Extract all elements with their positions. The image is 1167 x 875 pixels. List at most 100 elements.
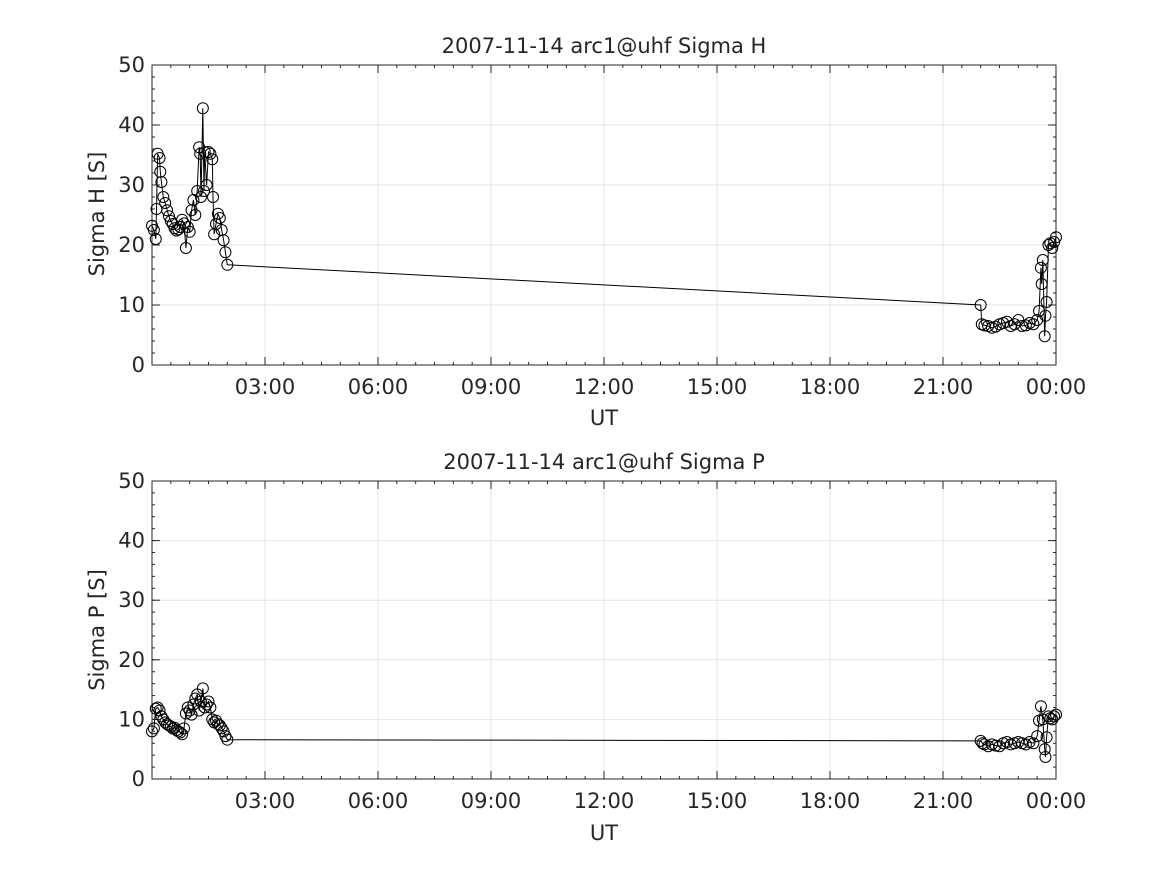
grid	[152, 480, 1057, 780]
data-point	[181, 701, 194, 714]
data-point	[207, 191, 220, 203]
data-point	[213, 719, 226, 732]
data-point	[176, 728, 189, 741]
data-point	[1036, 254, 1049, 266]
y-tick-label: 50	[118, 469, 145, 493]
data-point	[1046, 242, 1059, 254]
y-axis-label: Sigma P [S]	[85, 569, 109, 691]
data-point	[1027, 737, 1040, 750]
data-point	[197, 185, 210, 197]
data-point	[217, 234, 230, 247]
data-point	[221, 733, 234, 746]
data-point	[179, 242, 192, 254]
x-tick-label: 03:00	[235, 375, 296, 399]
grid	[152, 64, 1057, 366]
y-tick-label: 10	[118, 293, 145, 317]
data-point	[200, 179, 213, 191]
data-point	[1027, 318, 1040, 331]
y-axis-label: Sigma H [S]	[85, 152, 109, 277]
y-tick-label: 50	[118, 53, 145, 77]
x-tick-label: 18:00	[800, 789, 861, 813]
data-point	[204, 147, 217, 160]
data-point	[1019, 738, 1032, 751]
x-tick-label: 21:00	[913, 375, 974, 399]
data-point	[1016, 320, 1029, 332]
data-point	[196, 682, 209, 695]
x-tick-label: 21:00	[913, 789, 974, 813]
data-point	[200, 698, 213, 711]
data-point	[202, 146, 215, 158]
x-tick-label: 12:00	[574, 789, 635, 813]
y-tick-label: 40	[118, 113, 145, 137]
data-point	[157, 191, 170, 203]
data-point	[1038, 330, 1051, 343]
data-point	[198, 701, 211, 714]
data-point	[989, 739, 1002, 752]
data-point	[1035, 278, 1048, 290]
x-tick-label: 06:00	[348, 789, 409, 813]
data-point	[174, 726, 187, 739]
x-tick-label: 18:00	[800, 375, 861, 399]
y-tick-label: 40	[118, 529, 145, 553]
data-point	[221, 258, 234, 271]
data-point	[147, 722, 160, 735]
data-point	[1031, 730, 1044, 743]
data-point	[174, 221, 187, 233]
data-point	[172, 725, 185, 738]
data-point	[159, 197, 172, 209]
data-point	[162, 210, 175, 223]
axes-box	[151, 480, 1057, 780]
data-point	[153, 152, 166, 164]
data-point	[170, 224, 183, 237]
data-point	[194, 695, 207, 708]
data-point	[1039, 309, 1052, 322]
data-point	[193, 704, 206, 717]
data-point	[161, 204, 174, 217]
series-line	[151, 108, 1057, 337]
data-point	[1050, 231, 1062, 244]
data-point	[179, 707, 192, 720]
data-point	[191, 185, 204, 197]
x-axis-label: UT	[590, 821, 618, 845]
data-point	[198, 146, 211, 158]
data-point	[215, 722, 228, 735]
data-point	[1038, 743, 1051, 756]
x-tick-label: 09:00	[461, 375, 522, 399]
chart-panel-sigma-p: 2007-11-14 arc1@uhf Sigma P UT Sigma P […	[85, 450, 1086, 845]
y-tick-label: 10	[118, 707, 145, 731]
x-axis-label: UT	[590, 406, 618, 430]
data-point	[1048, 236, 1061, 248]
data-point	[147, 224, 160, 236]
data-point	[155, 710, 168, 723]
y-tick-label: 20	[118, 233, 145, 257]
data-point	[1034, 261, 1047, 274]
data-point	[154, 165, 167, 178]
y-tick-label: 30	[118, 588, 145, 612]
data-point	[1042, 239, 1055, 251]
data-point	[185, 708, 198, 721]
data-point	[219, 246, 232, 259]
x-tick-label: 15:00	[687, 375, 748, 399]
x-tick-label: 00:00	[1026, 789, 1087, 813]
data-point	[213, 212, 226, 224]
data-point	[178, 722, 191, 735]
data-point	[1001, 315, 1014, 328]
data-point	[1050, 708, 1062, 721]
data-point	[1040, 731, 1053, 744]
data-point	[1034, 700, 1047, 713]
data-point	[1036, 713, 1049, 726]
data-point	[194, 191, 207, 203]
x-tick-label: 00:00	[1026, 375, 1087, 399]
data-point	[976, 737, 989, 750]
y-tick-label: 30	[118, 173, 145, 197]
data-point	[989, 320, 1002, 333]
x-tick-label: 03:00	[235, 789, 296, 813]
data-point	[974, 299, 987, 311]
data-point	[1042, 710, 1055, 723]
chart-title: 2007-11-14 arc1@uhf Sigma H	[442, 34, 767, 58]
data-point	[1040, 296, 1053, 308]
data-point	[155, 176, 168, 188]
data-point	[183, 225, 196, 238]
data-point	[146, 725, 158, 738]
